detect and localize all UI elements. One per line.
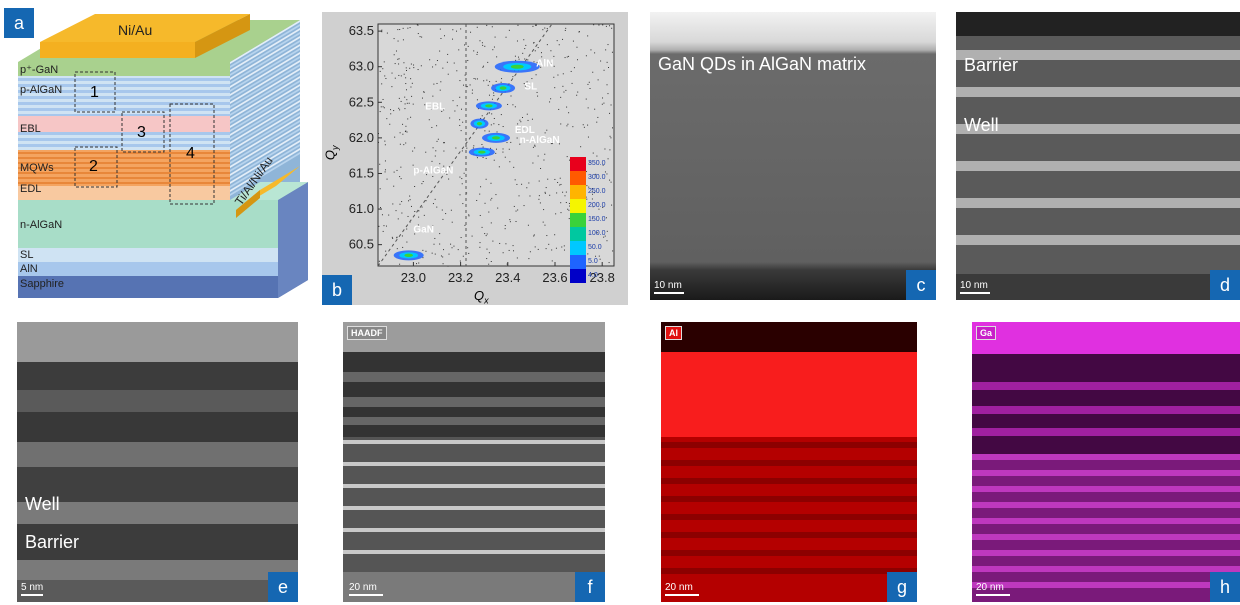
layer-label-sl: SL [20,249,34,261]
layer-label-p-gan: p⁺-GaN [20,64,59,76]
colorbar-label: 250.0 [588,188,606,195]
rsm-annotation: p-AlGaN [413,165,453,176]
region-1-box [74,71,116,113]
layer-label-sapphire: Sapphire [20,278,65,290]
region-1-label: 1 [90,84,99,101]
x-axis-label: Qx [474,288,489,305]
panel-tag-h: h [1210,572,1240,602]
x-tick-label: 23.8 [590,270,615,285]
panel-b-rsm-map: AlN SL EBL EDL n-AlGaN p-AlGaN GaN 23.0 23.2 23.… [322,12,628,305]
colorbar-label: 300.0 [588,174,606,181]
rsm-annotation: AlN [536,59,553,70]
colorbar-swatch [570,171,586,185]
scale-bar-d: 10 nm [960,281,990,294]
colorbar-label: 50.0 [588,244,602,251]
panel-tag-f: f [575,572,605,602]
y-tick-label: 63.5 [349,23,374,38]
scale-bar-g: 20 nm [665,583,699,596]
ga-badge: Ga [976,326,997,340]
panel-d-tem-mqw: Barrier Well 10 nm d [956,12,1240,300]
colorbar-swatch [570,255,586,269]
x-tick-label: 23.4 [495,270,520,285]
scale-bar-c: 10 nm [654,281,684,294]
colorbar-swatch [570,241,586,255]
panel-tag-b: b [322,275,352,305]
haadf-badge: HAADF [347,326,387,340]
colorbar-swatch [570,269,586,283]
colorbar-swatch [570,157,586,171]
panel-tag-e: e [268,572,298,602]
colorbar-swatch [570,185,586,199]
y-tick-label: 60.5 [349,237,374,252]
colorbar-label: 5.0 [588,258,598,265]
barrier-label-d: Barrier [964,55,1019,75]
well-label-e: Well [25,494,60,514]
layer-label-edl: EDL [20,183,42,195]
colorbar-label: 150.0 [588,216,606,223]
colorbar-label: 100.0 [588,230,606,237]
colorbar-swatch [570,199,586,213]
y-axis-label: Qy [322,145,341,161]
panel-f-haadf: HAADF 20 nm f [343,322,605,602]
region-4-label: 4 [186,145,195,162]
panel-tag-c: c [906,270,936,300]
panel-a-device-schematic: a Ni/Au Ti/Al/Ni/Au p⁺-GaN p-AlGaN EBL M… [0,0,318,310]
y-tick-label: 61.5 [349,165,374,180]
region-3-label: 3 [137,124,146,141]
y-tick-label: 62.5 [349,94,374,109]
rsm-annotation: n-AlGaN [520,135,560,146]
colorbar-label: 200.0 [588,202,606,209]
layer-label-p-algan: p-AlGaN [20,84,63,96]
scale-bar-h: 20 nm [976,583,1010,596]
region-3-box [121,111,165,153]
y-tick-label: 62.0 [349,130,374,145]
panel-tag-d: d [1210,270,1240,300]
layer-label-aln: AlN [20,263,38,275]
layer-label-n-algan: n-AlGaN [20,219,63,231]
colorbar-label: 4.0 [588,272,598,279]
rsm-annotation: EBL [425,101,445,112]
panel-c-tem-qds: GaN QDs in AlGaN matrix 10 nm c [650,12,936,300]
rsm-annotation: SL [524,81,537,92]
x-tick-label: 23.2 [448,270,473,285]
al-badge: Al [665,326,682,340]
barrier-label-e: Barrier [25,532,80,552]
top-contact-label: Ni/Au [118,22,153,38]
region-2-box [74,146,118,188]
layer-label-mqws: MQWs [20,162,54,174]
rsm-annotation: GaN [413,225,434,236]
y-tick-label: 63.0 [349,59,374,74]
x-tick-label: 23.0 [401,270,426,285]
panel-c-caption: GaN QDs in AlGaN matrix [658,54,867,74]
scale-bar-e: 5 nm [21,583,43,596]
panel-h-ga-map: Ga 20 nm h [972,322,1240,602]
well-label-d: Well [964,115,999,135]
scale-bar-f: 20 nm [349,583,383,596]
region-4-box [169,103,215,205]
panel-tag-g: g [887,572,917,602]
region-2-label: 2 [89,158,98,175]
x-tick-label: 23.6 [542,270,567,285]
colorbar-label: 350.0 [588,160,606,167]
panel-g-al-map: Al 20 nm g [661,322,917,602]
device-schematic-drawing [18,14,308,298]
panel-tag-a: a [4,8,34,38]
colorbar-swatch [570,213,586,227]
colorbar-swatch [570,227,586,241]
panel-e-hrtem: Well Barrier 5 nm e [17,322,298,602]
layer-label-ebl: EBL [20,123,41,135]
rsm-annotation: EDL [515,125,535,136]
y-tick-label: 61.0 [349,201,374,216]
